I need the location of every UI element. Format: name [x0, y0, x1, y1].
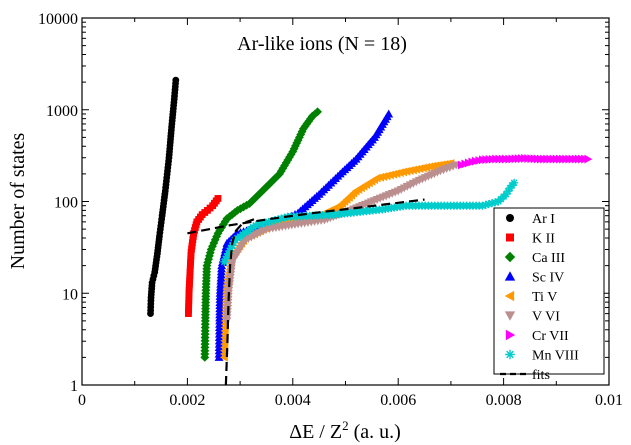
- data-point: [415, 164, 424, 174]
- data-point: [247, 196, 257, 206]
- data-point: [267, 217, 276, 226]
- data-point: [481, 200, 490, 209]
- data-point: [491, 198, 500, 207]
- data-point: [313, 107, 322, 117]
- data-point: [405, 166, 414, 176]
- data-point: [273, 215, 283, 224]
- legend-marker-cr-vii: [505, 329, 516, 341]
- y-tick-label: 10: [62, 286, 78, 303]
- data-point: [224, 249, 233, 258]
- data-point: [277, 214, 286, 223]
- data-point: [236, 204, 245, 214]
- series-k-ii: [185, 195, 222, 318]
- data-point: [399, 167, 408, 177]
- fit-line: [187, 198, 425, 235]
- y-tick-label: 10000: [38, 11, 78, 28]
- legend-marker-ar-i: [506, 214, 514, 222]
- y-tick-label: 1000: [46, 103, 78, 120]
- legend-label-sc-iv: Sc IV: [532, 271, 564, 286]
- legend-label-k-ii: K II: [532, 232, 555, 247]
- data-point: [418, 163, 427, 173]
- chart-title: Ar-like ions (N = 18): [237, 33, 407, 55]
- data-point: [402, 166, 411, 176]
- data-point: [281, 158, 291, 168]
- data-point: [254, 220, 264, 229]
- data-point: [478, 201, 487, 210]
- legend-marker-v-vi: [504, 311, 516, 321]
- data-point: [261, 218, 270, 227]
- data-point: [275, 169, 285, 179]
- x-tick-label: 0.004: [275, 392, 311, 409]
- series-cr-vii: [457, 153, 593, 170]
- data-point: [214, 195, 222, 202]
- data-marks: [147, 76, 593, 362]
- x-tick-label: 0.006: [380, 392, 416, 409]
- legend: Ar I K II Ca III Sc IV Ti V V VI Cr VII Mn VIII…: [493, 207, 605, 383]
- data-point: [226, 244, 235, 253]
- data-point: [422, 162, 431, 172]
- data-point: [510, 178, 519, 187]
- data-point: [276, 166, 286, 176]
- data-point: [251, 221, 260, 230]
- data-point: [310, 109, 320, 119]
- y-tick-label: 100: [54, 195, 78, 212]
- data-point: [229, 238, 238, 247]
- data-point: [584, 154, 593, 164]
- legend-marker-mn-viii: [505, 349, 515, 360]
- series-ar-i: [147, 76, 180, 318]
- data-point: [283, 155, 293, 165]
- legend-marker-k-ii: [506, 233, 514, 242]
- legend-marker-ti-v: [504, 290, 515, 302]
- legend-label-fits: fits: [532, 368, 550, 383]
- x-axis-ticks: 0 0.002 0.004 0.006 0.008 0.01: [78, 18, 623, 409]
- legend-marker-sc-iv: [504, 271, 516, 281]
- data-point: [221, 255, 230, 264]
- y-tick-label: 1: [70, 378, 78, 395]
- legend-label-ar-i: Ar I: [532, 212, 555, 227]
- data-point: [252, 192, 262, 201]
- y-axis-ticks: 1 10 100 1000 10000: [38, 11, 609, 395]
- data-point: [209, 238, 219, 248]
- data-point: [408, 165, 417, 175]
- y-axis-label: Number of states: [7, 132, 29, 269]
- data-point: [230, 208, 240, 217]
- data-point: [484, 199, 493, 209]
- legend-label-ti-v: Ti V: [532, 290, 557, 305]
- legend-label-v-vi: V VI: [532, 310, 560, 325]
- data-point: [270, 173, 280, 183]
- data-point: [228, 241, 237, 250]
- data-point: [504, 187, 513, 196]
- data-point: [502, 190, 511, 199]
- legend-label-mn-viii: Mn VIII: [532, 349, 579, 364]
- data-point: [222, 214, 232, 224]
- x-axis-label: ΔE / Z2 (a. u.): [289, 418, 401, 443]
- x-tick-label: 0: [78, 392, 86, 409]
- x-tick-label: 0.008: [486, 392, 522, 409]
- data-point: [225, 246, 234, 256]
- x-tick-label: 0.002: [169, 392, 205, 409]
- fit-line: [224, 217, 257, 386]
- data-point: [220, 257, 229, 266]
- fit-lines: [187, 198, 425, 386]
- legend-label-ca-iii: Ca III: [532, 251, 565, 266]
- legend-label-cr-vii: Cr VII: [532, 329, 569, 344]
- data-point: [286, 149, 296, 159]
- data-point: [268, 176, 278, 186]
- data-point: [222, 252, 232, 261]
- data-point: [280, 161, 289, 170]
- data-point: [487, 199, 497, 208]
- data-point: [172, 76, 180, 84]
- data-point: [264, 217, 273, 227]
- data-point: [384, 109, 394, 118]
- data-point: [254, 189, 264, 199]
- data-point: [258, 219, 267, 228]
- series-ca-iii: [200, 107, 322, 362]
- data-point: [270, 216, 279, 225]
- x-tick-label: 0.01: [595, 392, 623, 409]
- data-point: [272, 171, 282, 181]
- legend-marker-ca-iii: [504, 251, 516, 263]
- data-point: [412, 164, 421, 174]
